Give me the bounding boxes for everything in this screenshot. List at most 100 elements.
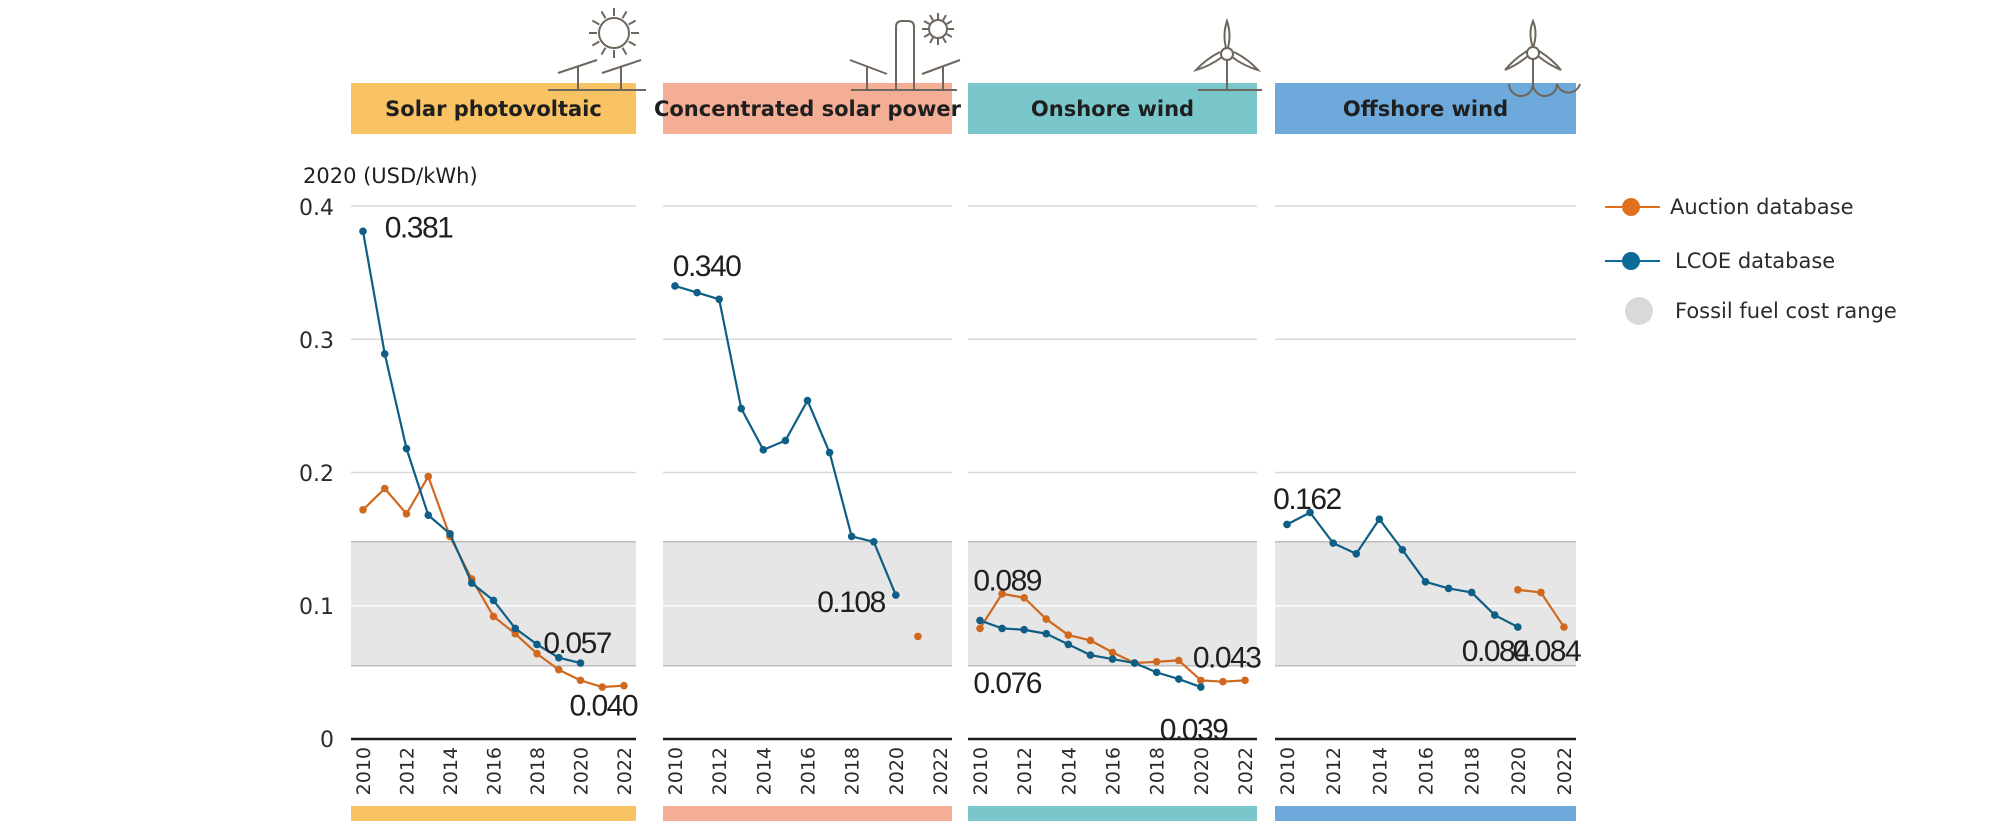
panel-header-bar — [351, 83, 636, 134]
x-tick-label: 2012 — [397, 747, 419, 795]
data-label: 0.340 — [673, 250, 741, 283]
data-point-lcoe — [1467, 588, 1476, 597]
sun-ray — [946, 33, 953, 38]
data-point-lcoe — [1329, 539, 1337, 547]
data-point-lcoe — [1086, 651, 1095, 659]
data-point-lcoe — [576, 659, 585, 667]
solar-panel-icon — [548, 8, 646, 91]
sun-ray — [942, 37, 947, 44]
data-label: 0.108 — [817, 586, 885, 619]
x-tick-label: 2022 — [1235, 747, 1257, 795]
panel-footer-bar — [968, 806, 1257, 821]
x-tick-label: 2014 — [1058, 747, 1080, 795]
csp-tower-icon — [849, 13, 961, 91]
x-tick-label: 2020 — [571, 747, 593, 795]
sun-ray — [628, 40, 637, 47]
x-tick-label: 2012 — [1323, 747, 1345, 795]
data-label: 0.084 — [1462, 635, 1530, 668]
x-tick-label: 2022 — [1554, 747, 1576, 795]
data-point-lcoe — [446, 529, 454, 538]
data-point-lcoe — [380, 350, 389, 358]
series-lcoe — [359, 227, 585, 667]
data-point-lcoe — [1174, 675, 1183, 683]
data-point-lcoe — [869, 537, 878, 546]
fossil-fuel-range-band — [968, 541, 1257, 666]
y-tick-label: 0.4 — [299, 196, 334, 221]
x-tick-label: 2010 — [665, 747, 687, 795]
series-auction — [976, 589, 1249, 686]
data-point-auction — [359, 506, 367, 514]
panel-offshore-wind: Offshore wind 2010 2012 2014 2016 2018 2020 20… — [1273, 18, 1582, 821]
y-tick-labels: 0 0.1 0.2 0.3 0.4 — [299, 196, 334, 753]
sun-ray — [591, 19, 600, 26]
legend-item-lcoe: LCOE database — [1605, 249, 1835, 273]
data-point-lcoe — [402, 444, 411, 453]
x-tick-label: 2012 — [709, 747, 731, 795]
data-point-lcoe — [424, 511, 433, 519]
series-auction — [914, 632, 922, 641]
x-tick-label: 2022 — [614, 747, 636, 795]
data-point-auction — [402, 510, 411, 518]
panel-onshore-wind: Onshore wind 2010 2012 2014 2016 2018 2020 202… — [968, 17, 1263, 821]
sun-ray — [929, 14, 934, 21]
data-point-auction — [1108, 648, 1117, 657]
data-point-lcoe — [1130, 659, 1139, 667]
data-label: 0.089 — [973, 564, 1041, 597]
legend: Auction database LCOE database Fossil fu… — [1605, 195, 1897, 325]
data-point-lcoe — [359, 227, 367, 236]
data-point-lcoe — [1490, 611, 1499, 619]
sun-ray — [929, 37, 934, 44]
data-point-auction — [1064, 631, 1073, 639]
data-point-lcoe — [554, 653, 563, 662]
legend-marker-fossil — [1625, 297, 1653, 325]
data-point-auction — [576, 676, 585, 685]
panel-header-bar — [968, 83, 1257, 134]
panels: Solar photovoltaic 2010 2012 2014 2016 2018 2… — [351, 8, 1582, 821]
y-tick-label: 0.1 — [299, 595, 334, 620]
data-label: 0.039 — [1160, 714, 1228, 747]
data-point-lcoe — [1398, 545, 1407, 554]
data-point-lcoe — [1352, 549, 1361, 558]
legend-marker-auction — [1622, 198, 1640, 216]
data-point-auction — [1174, 656, 1183, 665]
data-label: 0.076 — [973, 667, 1041, 700]
data-point-auction — [1560, 623, 1568, 631]
sun-ray — [621, 47, 628, 56]
sun-ray — [942, 14, 947, 21]
x-tick-label: 2018 — [1462, 747, 1484, 795]
legend-item-auction: Auction database — [1605, 195, 1853, 219]
data-point-auction — [998, 589, 1006, 598]
y-tick-label: 0.3 — [299, 329, 334, 354]
data-point-auction — [380, 484, 389, 493]
sun-ray — [600, 10, 607, 19]
x-tick-label: 2020 — [886, 747, 908, 795]
fossil-fuel-range-band — [1275, 541, 1576, 666]
data-point-lcoe — [1020, 625, 1028, 634]
data-point-auction — [554, 665, 563, 674]
data-point-lcoe — [1375, 515, 1384, 523]
panel-footer-bar — [351, 806, 636, 821]
panel-title: Onshore wind — [1031, 97, 1194, 121]
x-tick-label: 2022 — [930, 747, 952, 795]
x-tick-label: 2010 — [353, 747, 375, 795]
x-tick-label: 2012 — [1014, 747, 1036, 795]
series-lcoe — [671, 282, 900, 599]
legend-label-fossil: Fossil fuel cost range — [1675, 299, 1897, 323]
panel-header-bar — [1275, 83, 1576, 134]
data-point-lcoe — [715, 295, 723, 304]
data-label: 0.043 — [1193, 642, 1261, 675]
plot-area: 2010 2012 2014 2016 2018 2020 2022 0.162 0.0840.… — [1273, 205, 1582, 821]
fossil-fuel-range-band — [663, 541, 952, 666]
data-point-auction — [1197, 676, 1205, 685]
legend-item-fossil: Fossil fuel cost range — [1625, 297, 1897, 325]
data-label: 0.084 — [1513, 635, 1581, 668]
data-point-lcoe — [759, 446, 768, 454]
x-tick-label: 2018 — [1147, 747, 1169, 795]
sun-ray — [621, 10, 628, 19]
data-point-lcoe — [892, 591, 900, 599]
data-point-lcoe — [489, 596, 498, 605]
panel-title: Offshore wind — [1343, 97, 1508, 121]
sun-ray — [923, 20, 930, 25]
data-point-lcoe — [1197, 683, 1205, 691]
x-tick-label: 2016 — [484, 747, 506, 795]
